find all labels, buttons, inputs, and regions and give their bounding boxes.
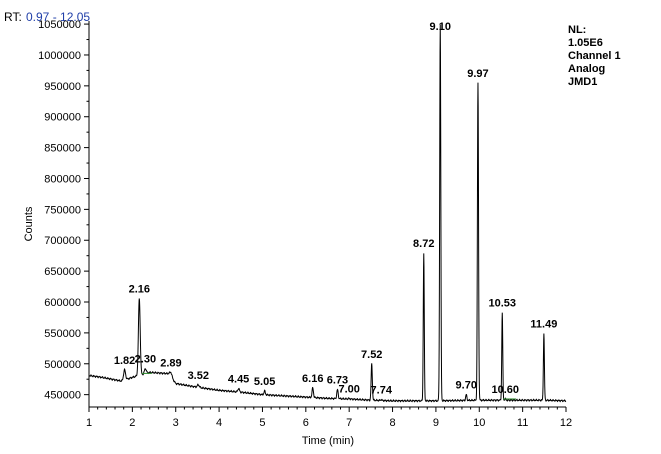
- peak-label-2-30: 2.30: [135, 354, 156, 366]
- y-axis-title: Counts: [23, 206, 35, 241]
- peak-label-2-89: 2.89: [160, 357, 181, 369]
- peak-label-11-49: 11.49: [530, 319, 557, 331]
- info-line-channel: Channel 1: [568, 50, 621, 62]
- y-tick-label-950000: 950000: [44, 81, 81, 93]
- peak-label-4-45: 4.45: [228, 373, 249, 385]
- info-panel: NL: 1.05E6 Channel 1 Analog JMD1: [568, 24, 621, 88]
- x-tick-label-11: 11: [517, 417, 528, 429]
- peak-label-5-05: 5.05: [254, 376, 275, 388]
- rt-range-value: 0.97 - 12.05: [26, 10, 90, 24]
- x-tick-label-9: 9: [433, 417, 439, 429]
- axes: 1 2 3 4 5 6 7 8 9 10 11 124500005000005500006000006…: [38, 19, 572, 429]
- y-tick-label-700000: 700000: [44, 235, 81, 247]
- x-tick-label-2: 2: [129, 417, 135, 429]
- y-tick-label-900000: 900000: [44, 112, 81, 124]
- x-tick-label-1: 1: [86, 417, 92, 429]
- y-tick-label-600000: 600000: [44, 297, 81, 309]
- info-line-scale: 1.05E6: [568, 37, 603, 49]
- y-tick-label-800000: 800000: [44, 173, 81, 185]
- peak-label-9-10: 9.10: [430, 21, 451, 33]
- peak-label-6-73: 6.73: [327, 375, 348, 387]
- peak-label-9-70: 9.70: [456, 380, 477, 392]
- x-tick-label-12: 12: [560, 417, 572, 429]
- x-tick-label-10: 10: [473, 417, 485, 429]
- peak-label-7-74: 7.74: [371, 385, 393, 397]
- peak-label-8-72: 8.72: [413, 238, 434, 250]
- x-tick-label-4: 4: [216, 417, 222, 429]
- y-tick-label-1050000: 1050000: [38, 19, 81, 31]
- y-tick-label-550000: 550000: [44, 328, 81, 340]
- trace-layer: [88, 24, 567, 403]
- y-tick-label-750000: 750000: [44, 204, 81, 216]
- peak-label-7-52: 7.52: [361, 349, 382, 361]
- peak-labels: 1.82 2.16 2.30 2.89 3.52 4.45 5.05 6.16 6.737.00…: [114, 21, 557, 397]
- x-tick-label-5: 5: [259, 417, 265, 429]
- peak-label-2-16: 2.16: [129, 283, 150, 295]
- y-tick-label-650000: 650000: [44, 266, 81, 278]
- peak-label-7-00: 7.00: [338, 383, 359, 395]
- y-tick-label-500000: 500000: [44, 359, 81, 371]
- peak-label-10-60: 10.60: [492, 384, 520, 396]
- peak-label-3-52: 3.52: [188, 370, 209, 382]
- peak-label-10-53: 10.53: [488, 298, 516, 310]
- x-tick-label-6: 6: [303, 417, 309, 429]
- chromatogram-trace: [88, 24, 567, 403]
- peak-label-9-97: 9.97: [467, 68, 488, 80]
- info-line-sample: JMD1: [568, 76, 597, 88]
- x-tick-label-7: 7: [346, 417, 352, 429]
- x-tick-label-8: 8: [389, 417, 395, 429]
- peak-label-6-16: 6.16: [302, 373, 323, 385]
- x-axis-title: Time (min): [302, 435, 354, 447]
- y-tick-label-450000: 450000: [44, 390, 81, 402]
- y-tick-label-850000: 850000: [44, 143, 81, 155]
- info-line-nl: NL:: [568, 24, 586, 36]
- y-tick-label-1000000: 1000000: [38, 50, 81, 62]
- rt-label: RT:: [4, 10, 22, 24]
- peak-label-1-82: 1.82: [114, 355, 135, 367]
- info-line-analog: Analog: [568, 63, 605, 75]
- x-tick-label-3: 3: [173, 417, 179, 429]
